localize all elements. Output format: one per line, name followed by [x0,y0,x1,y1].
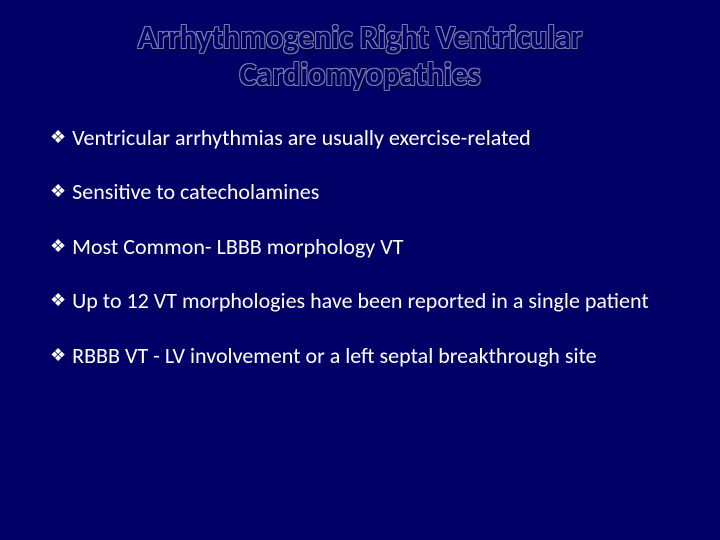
diamond-bullet-icon: ❖ [50,289,66,312]
bullet-text: Up to 12 VT morphologies have been repor… [72,287,670,316]
diamond-bullet-icon: ❖ [50,180,66,203]
diamond-bullet-icon: ❖ [50,235,66,258]
list-item: ❖ Ventricular arrhythmias are usually ex… [50,124,670,153]
bullet-text: Most Common- LBBB morphology VT [72,233,670,262]
bullet-text: Ventricular arrhythmias are usually exer… [72,124,670,153]
diamond-bullet-icon: ❖ [50,344,66,367]
bullet-text: RBBB VT - LV involvement or a left septa… [72,342,670,371]
bullet-text: Sensitive to catecholamines [72,178,670,207]
diamond-bullet-icon: ❖ [50,126,66,149]
list-item: ❖ Up to 12 VT morphologies have been rep… [50,287,670,316]
slide-container: Arrhythmogenic Right Ventricular Cardiom… [0,0,720,540]
list-item: ❖ Most Common- LBBB morphology VT [50,233,670,262]
bullet-list: ❖ Ventricular arrhythmias are usually ex… [50,124,670,371]
list-item: ❖ RBBB VT - LV involvement or a left sep… [50,342,670,371]
list-item: ❖ Sensitive to catecholamines [50,178,670,207]
slide-title: Arrhythmogenic Right Ventricular Cardiom… [50,20,670,94]
